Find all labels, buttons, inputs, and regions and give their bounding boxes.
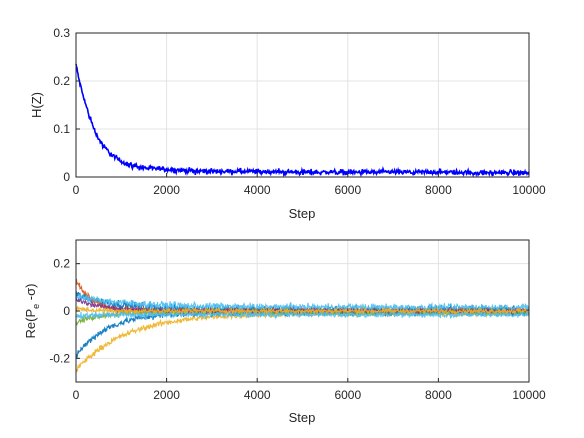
hz-y-axis-label: H(Z) — [29, 92, 44, 118]
x-tick-label: 2000 — [153, 183, 180, 197]
re-y-label-sub: e — [31, 304, 41, 309]
x-tick-label: 8000 — [425, 183, 452, 197]
hz-ticks: 0 2000 4000 6000 8000 10000 0 0.1 0.2 0.3 — [53, 26, 546, 197]
y-tick-label: 0.2 — [53, 257, 70, 271]
re-series-line-8 — [76, 309, 530, 320]
re-y-label-main: Re(P — [23, 309, 38, 339]
re-y-axis-label: Re(Pe -σ) — [23, 284, 41, 339]
hz-grid — [75, 32, 530, 178]
re-series-line-9 — [75, 305, 530, 316]
y-tick-label: 0.2 — [53, 74, 70, 88]
y-tick-label: -0.2 — [49, 351, 70, 365]
y-tick-label: 0.1 — [53, 122, 70, 136]
x-tick-label: 10000 — [512, 183, 546, 197]
re-series-line-3 — [75, 309, 530, 374]
x-tick-label: 6000 — [334, 388, 361, 402]
hz-plot-area — [75, 63, 530, 178]
re-ticks: 0 2000 4000 6000 8000 10000 -0.2 0 0.2 — [49, 257, 546, 402]
x-tick-label: 6000 — [334, 183, 361, 197]
y-tick-label: 0.3 — [53, 26, 70, 40]
x-tick-label: 0 — [73, 388, 80, 402]
x-tick-label: 0 — [73, 183, 80, 197]
hz-series-line — [75, 63, 530, 178]
re-y-label-tail: -σ) — [23, 284, 38, 304]
x-tick-label: 4000 — [244, 388, 271, 402]
y-tick-label: 0 — [63, 170, 70, 184]
x-tick-label: 4000 — [244, 183, 271, 197]
x-tick-label: 10000 — [512, 388, 546, 402]
y-tick-label: 0 — [63, 304, 70, 318]
re-x-axis-label: Step — [289, 410, 316, 425]
re-axes: 0 2000 4000 6000 8000 10000 -0.2 0 0.2 Step Re(P… — [23, 239, 546, 425]
re-plot-area — [75, 278, 530, 374]
x-tick-label: 2000 — [153, 388, 180, 402]
hz-axes: 0 2000 4000 6000 8000 10000 0 0.1 0.2 0.3 Step H(… — [29, 26, 546, 221]
hz-x-axis-label: Step — [289, 206, 316, 221]
hz-axes-box — [75, 32, 530, 178]
re-series-line-4 — [75, 294, 530, 314]
x-tick-label: 8000 — [425, 388, 452, 402]
